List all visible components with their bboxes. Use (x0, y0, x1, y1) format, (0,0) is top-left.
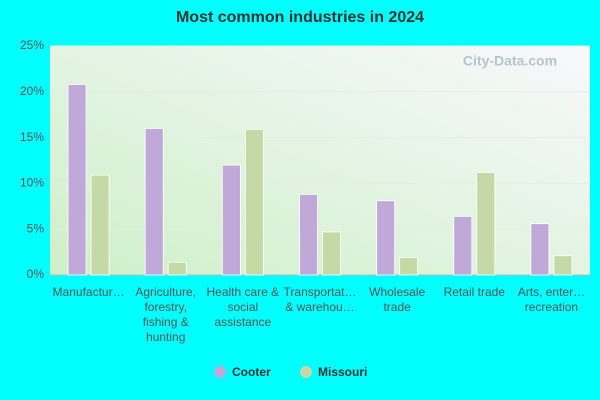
plot-area (50, 46, 590, 275)
legend-label: Cooter (232, 365, 271, 379)
bar (376, 200, 396, 276)
bar (144, 128, 164, 276)
bar (221, 164, 241, 276)
x-tick-label: Retail trade (443, 285, 505, 299)
y-tick-label: 10% (20, 176, 44, 190)
y-tick-label: 0% (27, 267, 45, 281)
bar (476, 172, 496, 276)
legend-swatch (214, 366, 226, 378)
x-tick-label: Transportat… & warehou… (283, 285, 357, 314)
legend-label: Missouri (318, 365, 367, 379)
x-tick-label: Arts, enter… recreation (517, 285, 586, 314)
y-tick-label: 25% (20, 38, 44, 52)
x-tick-label: Manufactur… (52, 285, 125, 299)
x-tick-label: Wholesale trade (369, 285, 426, 314)
bar (167, 261, 187, 276)
y-tick-label: 15% (20, 130, 44, 144)
bar (399, 257, 419, 276)
bar (322, 231, 341, 276)
bar (67, 84, 87, 276)
x-tick-label: Agriculture, forestry, fishing & hunting (135, 285, 197, 344)
chart-title: Most common industries in 2024 (176, 9, 424, 26)
bar (90, 174, 110, 276)
y-tick-label: 5% (27, 221, 45, 235)
x-tick-label: Health care & social assistance (206, 285, 280, 329)
watermark: City-Data.com (463, 53, 557, 69)
legend-swatch (300, 366, 312, 378)
bar (244, 128, 264, 276)
bar (553, 255, 573, 276)
bar (299, 193, 318, 276)
bar (453, 215, 473, 276)
bar (530, 223, 550, 276)
y-tick-label: 20% (20, 84, 44, 98)
